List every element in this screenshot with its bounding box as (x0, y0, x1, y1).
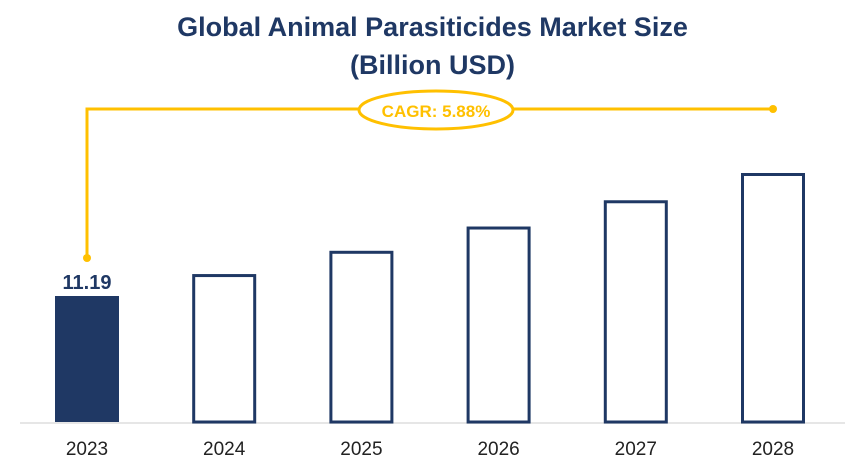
chart-title: Global Animal Parasiticides Market Size (177, 12, 688, 42)
bar-2026 (466, 226, 531, 424)
cagr-badge (357, 89, 515, 131)
bar-2023 (55, 296, 119, 422)
cagr-connector-line (85, 107, 773, 258)
data-label: 11.19 (63, 272, 112, 294)
x-tick-label: 2024 (203, 439, 246, 460)
x-tick-label: 2023 (66, 439, 108, 460)
x-tick-label: 2026 (477, 439, 519, 460)
chart-subtitle: (Billion USD) (350, 50, 515, 80)
bar-2024 (192, 274, 257, 424)
bar-2025 (329, 250, 394, 424)
x-tick-label: 2028 (752, 439, 794, 460)
cagr-label: CAGR: 5.88% (382, 102, 491, 121)
cagr-end-dot (769, 105, 777, 113)
x-tick-label: 2025 (340, 439, 382, 460)
bar-2028 (741, 173, 805, 424)
bar-2027 (603, 200, 668, 424)
x-tick-label: 2027 (615, 439, 657, 460)
cagr-start-dot (83, 254, 91, 262)
